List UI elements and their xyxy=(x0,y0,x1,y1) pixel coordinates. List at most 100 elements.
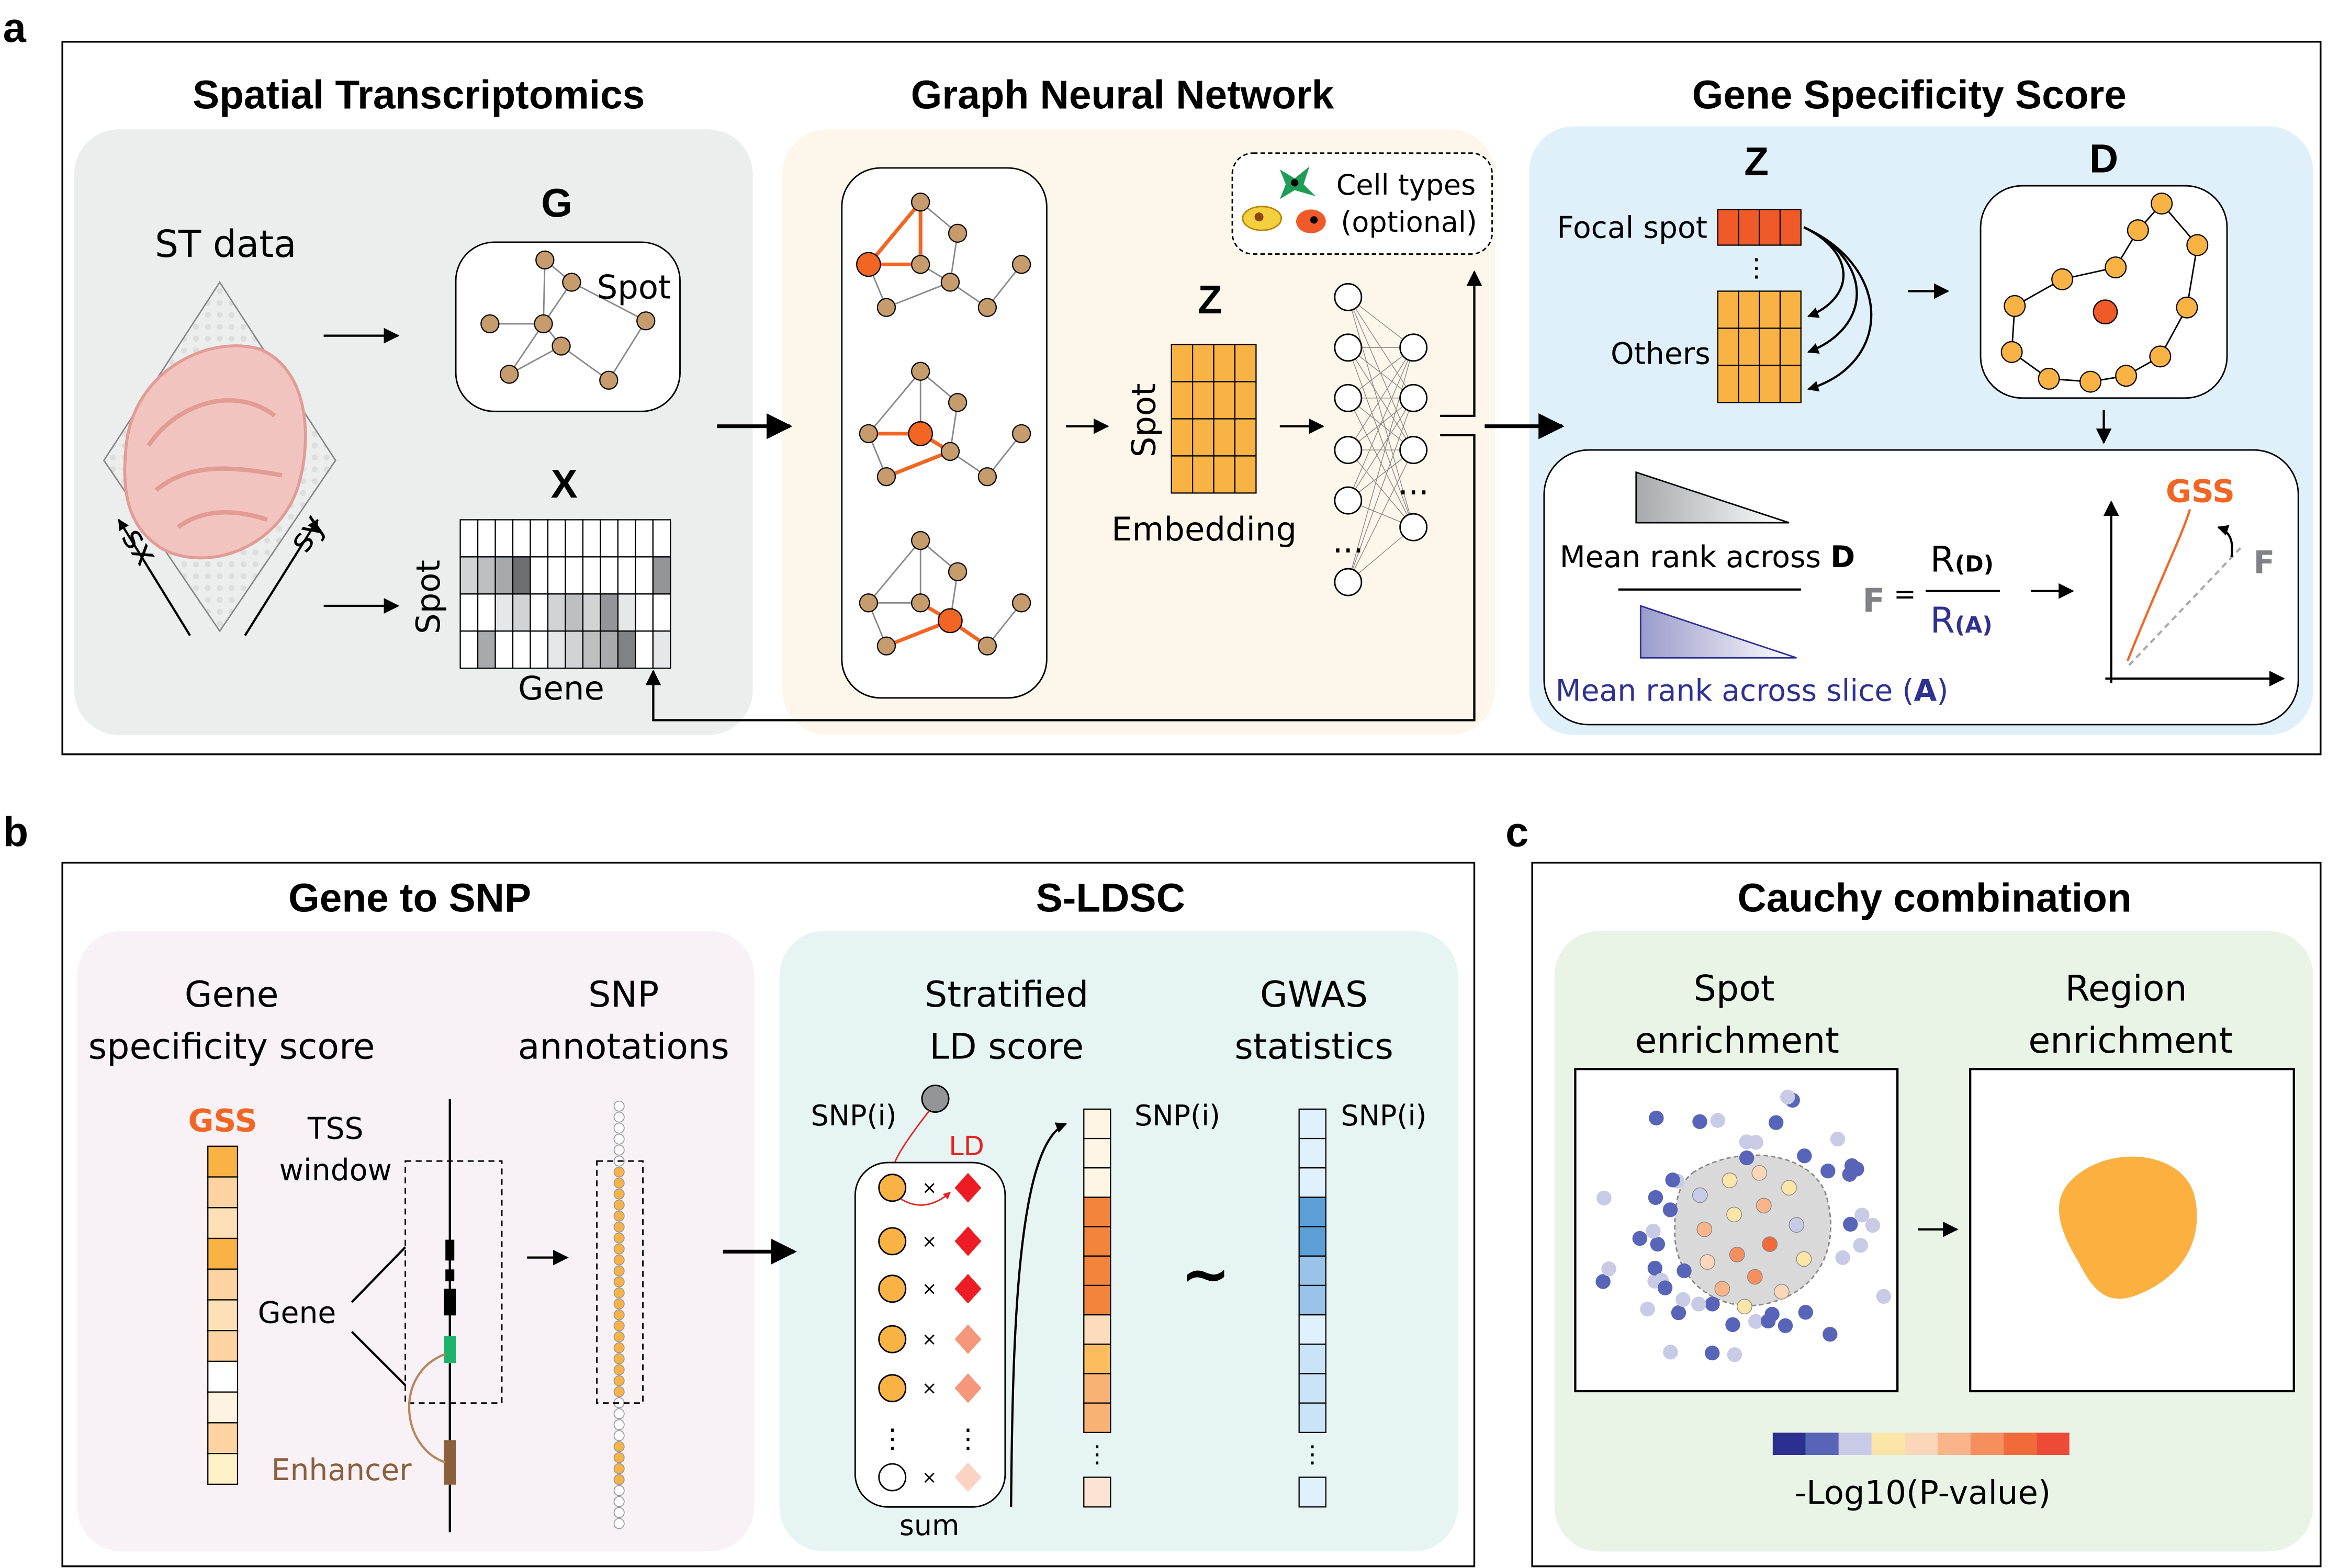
snp-dot xyxy=(613,1298,625,1310)
spot-dot xyxy=(1778,1318,1793,1333)
gwas-cell xyxy=(1298,1476,1326,1508)
spot-dot xyxy=(1646,1223,1661,1239)
ellipsis: ⋮ xyxy=(954,1424,981,1454)
snp-dot xyxy=(613,1133,625,1145)
snp-header-1: SNP xyxy=(588,974,659,1016)
spot-dot xyxy=(1781,1180,1797,1196)
graph-node xyxy=(948,393,968,412)
ld-score-cell xyxy=(1083,1167,1111,1198)
mean-rank-a-label: Mean rank across slice (A) xyxy=(1556,674,1949,708)
embedding-label: Embedding xyxy=(1111,510,1297,548)
ld-header-2: LD score xyxy=(929,1026,1084,1067)
snp-dot xyxy=(613,1474,625,1485)
ld-score-cell xyxy=(1083,1226,1111,1257)
nn-connection xyxy=(1347,398,1414,527)
nn-input-node xyxy=(1334,383,1363,412)
graph-edge xyxy=(885,449,951,479)
focal-spot-label: Focal spot xyxy=(1557,210,1707,245)
matrix-cell xyxy=(530,593,549,632)
graph-edge xyxy=(560,345,610,381)
matrix-cell xyxy=(652,630,671,669)
snp-dot xyxy=(613,1309,625,1321)
spot-dot xyxy=(1640,1301,1655,1317)
snp-dot xyxy=(613,1496,625,1507)
graph-node xyxy=(938,608,963,634)
neighbor-node xyxy=(2115,365,2138,387)
focal-cell xyxy=(1759,209,1781,246)
f-symbol: F xyxy=(1862,581,1885,619)
r-a: R(A) xyxy=(1930,600,1993,641)
times-sign: × xyxy=(922,1329,937,1350)
spot-dot xyxy=(1865,1217,1881,1233)
snp-dot xyxy=(613,1408,625,1419)
spot-enrichment-1: Spot xyxy=(1694,968,1775,1010)
snp-dot xyxy=(613,1485,625,1496)
graph-node xyxy=(876,467,896,487)
graph-node xyxy=(859,424,879,444)
matrix-cell xyxy=(582,519,601,558)
spot-dot xyxy=(1756,1198,1772,1214)
graph-edge xyxy=(509,345,562,375)
matrix-gene-axis: Gene xyxy=(518,669,604,707)
ld-diamond xyxy=(954,1273,982,1304)
nn-connection xyxy=(1347,347,1414,450)
f-curve-label: F xyxy=(2254,545,2275,581)
matrix-cell xyxy=(617,519,636,558)
matrix-cell xyxy=(652,556,671,595)
gss-cell xyxy=(207,1360,239,1393)
nn-connection xyxy=(1347,398,1414,501)
spatial-graph xyxy=(480,250,656,390)
snp-dot xyxy=(613,1507,625,1518)
spot-scatter xyxy=(1595,1089,1891,1362)
graph-node xyxy=(599,370,618,390)
colorbar-swatch xyxy=(1805,1432,1839,1455)
spot-dot xyxy=(1835,1250,1850,1266)
neighbor-node xyxy=(2186,234,2209,256)
spot-dot xyxy=(1739,1134,1755,1149)
ld-diamond xyxy=(954,1226,982,1256)
region-enrichment-2: enrichment xyxy=(2028,1020,2233,1062)
gene-label: Gene xyxy=(258,1295,336,1330)
others-cell xyxy=(1717,328,1739,366)
matrix-cell xyxy=(565,630,584,669)
snp-i-label-2: SNP(i) xyxy=(1134,1099,1220,1132)
snp-dot xyxy=(613,1441,625,1452)
matrix-cell xyxy=(530,519,549,558)
panel-c-frame xyxy=(1531,862,2322,1567)
spot-dot xyxy=(1647,1260,1663,1276)
spot-dot xyxy=(1747,1269,1763,1285)
panel-b-frame xyxy=(61,862,1476,1567)
graph-node xyxy=(859,593,879,613)
spot-dot xyxy=(1773,1283,1790,1300)
matrix-cell xyxy=(477,519,496,558)
graph-node xyxy=(1011,424,1031,444)
snp-dot xyxy=(613,1430,625,1441)
cell-types-optional: (optional) xyxy=(1341,206,1477,239)
gss-cell xyxy=(207,1176,239,1209)
matrix-cell xyxy=(547,519,566,558)
graph-node xyxy=(535,250,555,270)
panel-a-frame xyxy=(61,41,2322,755)
snp-dot xyxy=(613,1177,625,1189)
neural-network xyxy=(1334,283,1428,596)
graph-edge xyxy=(886,281,951,309)
enhancer-loop xyxy=(408,1353,446,1464)
spot-dot xyxy=(1830,1131,1846,1147)
nn-input-node xyxy=(1334,568,1363,596)
transform-arrow xyxy=(2217,525,2233,557)
neighbor-node xyxy=(2004,295,2026,317)
nn-output-node xyxy=(1399,383,1428,412)
spot-dot xyxy=(1725,1317,1740,1333)
cell-types-label: Cell types xyxy=(1336,168,1476,201)
snp-dot xyxy=(613,1364,625,1375)
spot-dot xyxy=(1692,1114,1707,1130)
tss-marker xyxy=(444,1336,456,1363)
embedding-cell xyxy=(1213,344,1236,382)
graph-node xyxy=(534,314,553,334)
matrix-cell xyxy=(494,630,514,669)
snp-dot xyxy=(613,1221,625,1233)
matrix-cell xyxy=(600,519,619,558)
gss-cell xyxy=(207,1237,239,1270)
matrix-cell xyxy=(494,519,514,558)
